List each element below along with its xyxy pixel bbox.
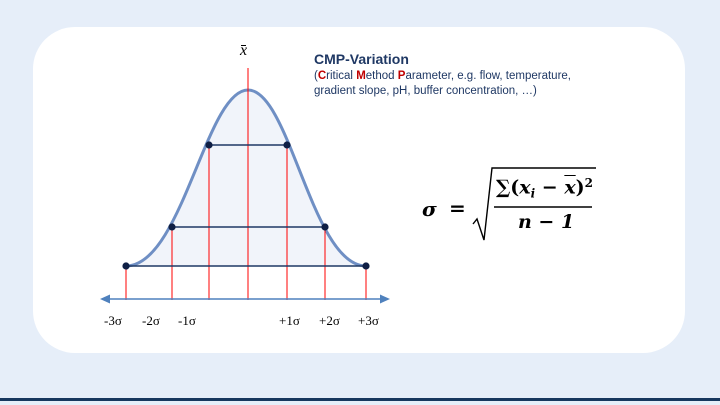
dot-minus2 bbox=[168, 223, 176, 231]
tick-label-plus1: +1σ bbox=[279, 313, 300, 328]
dot-plus3 bbox=[362, 262, 370, 270]
tick-label-plus2: +2σ bbox=[319, 313, 340, 328]
formula-numerator: ∑(xi − x)2 bbox=[496, 176, 594, 201]
tick-label-minus1: -1σ bbox=[178, 313, 196, 328]
axis-arrow-left bbox=[100, 294, 110, 304]
formula-equals: = bbox=[449, 196, 466, 220]
bell-curve-fill bbox=[126, 90, 366, 266]
bottom-rule bbox=[0, 398, 720, 401]
diagram-title: CMP-Variation bbox=[314, 51, 409, 67]
dot-plus1 bbox=[283, 141, 291, 149]
dot-minus3 bbox=[122, 262, 130, 270]
diagram-subtitle: (Critical Method Parameter, e.g. flow, t… bbox=[314, 70, 571, 97]
tick-label-minus3: -3σ bbox=[104, 313, 122, 328]
mean-symbol: x bbox=[240, 42, 248, 59]
x-axis bbox=[100, 294, 390, 304]
dot-plus2 bbox=[321, 223, 329, 231]
formula-denominator: n − 1 bbox=[518, 211, 575, 233]
dot-minus1 bbox=[205, 141, 213, 149]
tick-label-minus2: -2σ bbox=[142, 313, 160, 328]
axis-arrow-right bbox=[380, 294, 390, 304]
tick-label-plus3: +3σ bbox=[358, 313, 379, 328]
formula-sigma: σ bbox=[422, 197, 437, 221]
square-root-sign bbox=[472, 167, 596, 241]
